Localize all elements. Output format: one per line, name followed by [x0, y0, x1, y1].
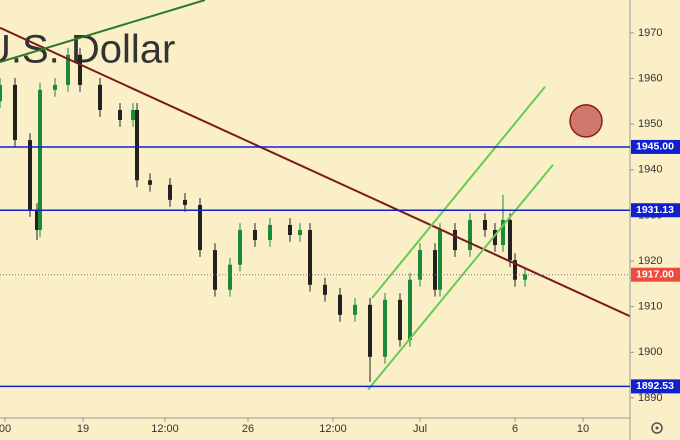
- candle-body: [168, 184, 172, 200]
- x-tick-label: 19: [77, 423, 89, 435]
- candle-body: [35, 209, 39, 230]
- price-level-tag: [631, 203, 680, 218]
- candle-body: [135, 109, 139, 181]
- candle-body: [493, 229, 497, 246]
- x-tick-label: 26: [242, 423, 254, 435]
- trendline: [0, 0, 206, 64]
- candle-body: [418, 250, 422, 280]
- x-tick-label: Jul: [413, 423, 427, 435]
- y-tick-label: 1920: [638, 255, 662, 267]
- candle-body: [183, 199, 187, 205]
- watermark: U.S. Dollar: [0, 28, 175, 72]
- trendline: [0, 26, 630, 318]
- y-tick-label: 1940: [638, 164, 662, 176]
- settings-icon-center[interactable]: [655, 426, 659, 430]
- candle-body: [368, 304, 372, 357]
- candle-body: [483, 219, 487, 230]
- y-tick-label: 1970: [638, 27, 662, 39]
- trendline: [367, 164, 554, 391]
- x-tick-label: 00: [0, 423, 11, 435]
- candle-body: [433, 250, 437, 290]
- current-price-label: 1917.00: [636, 268, 674, 280]
- candle-body: [508, 219, 512, 261]
- candle-body: [398, 299, 402, 340]
- current-price-tag: [631, 267, 680, 282]
- y-tick-label: 1890: [638, 392, 662, 404]
- candle-body: [268, 224, 272, 241]
- candle-body: [0, 84, 2, 102]
- candle-body: [288, 224, 292, 236]
- y-tick-label: 1910: [638, 301, 662, 313]
- candle-body: [148, 180, 152, 185]
- y-tick-label: 1900: [638, 346, 662, 358]
- candle-body: [118, 109, 122, 121]
- candle-body: [66, 54, 70, 85]
- candle-body: [198, 204, 202, 251]
- candle-body: [438, 229, 442, 290]
- price-level-label: 1931.13: [636, 204, 674, 216]
- price-level-tag: [631, 139, 680, 154]
- settings-button[interactable]: [651, 422, 663, 434]
- candle-body: [298, 229, 302, 236]
- candle-body: [408, 279, 412, 340]
- candle-body: [98, 84, 102, 110]
- x-tick-label: 12:00: [151, 423, 179, 435]
- candle-body: [308, 229, 312, 285]
- price-level-label: 1945.00: [636, 141, 674, 153]
- plot-area: U.S. Dollar: [0, 0, 630, 391]
- trendline: [371, 86, 546, 299]
- candle-body: [53, 84, 57, 90]
- x-tick-label: 10: [577, 423, 589, 435]
- candle-body: [323, 284, 327, 295]
- candle-body: [253, 229, 257, 241]
- candle-body: [38, 89, 42, 230]
- candle-body: [453, 229, 457, 251]
- y-tick-label: 1960: [638, 72, 662, 84]
- candle-body: [131, 109, 135, 121]
- marker-circle: [569, 104, 603, 138]
- candle-body: [78, 54, 82, 85]
- y-tick-label: 1950: [638, 118, 662, 130]
- settings-icon[interactable]: [651, 422, 663, 434]
- candle-body: [213, 250, 217, 290]
- candle-body: [238, 229, 242, 265]
- candle-body: [353, 304, 357, 315]
- x-tick-label: 6: [512, 423, 518, 435]
- candle-body: [28, 140, 32, 210]
- candle-body: [501, 219, 505, 246]
- price-level-label: 1892.53: [636, 380, 674, 392]
- candle-body: [513, 260, 517, 280]
- candle-body: [338, 294, 342, 315]
- candle-body: [13, 84, 17, 141]
- candle-body: [383, 299, 387, 357]
- candle-body: [228, 264, 232, 290]
- x-tick-label: 12:00: [319, 423, 347, 435]
- candle-body: [523, 274, 527, 280]
- candle-body: [468, 219, 472, 251]
- price-level-tag: [631, 379, 680, 394]
